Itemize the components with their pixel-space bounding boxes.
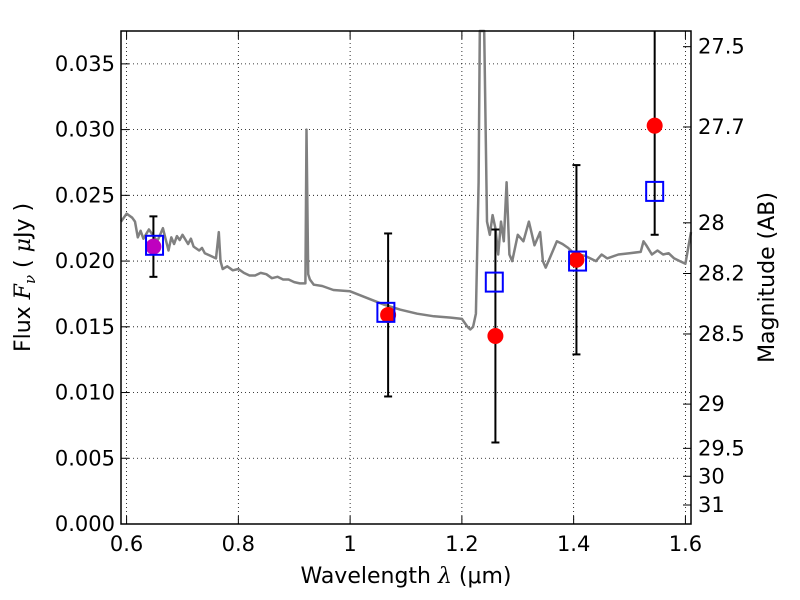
observed-flux-point: [568, 251, 585, 268]
y-axis-label: Flux Fν ( μJy ): [11, 203, 39, 352]
y-tick-label: 0.025: [55, 183, 115, 207]
x-tick-label: 1.4: [557, 532, 590, 556]
y2-tick-label: 30: [698, 464, 725, 488]
y2-tick-label: 29: [698, 392, 725, 416]
model-flux-square: [484, 271, 504, 293]
model-flux-square: [145, 234, 165, 256]
x-tick-label: 1: [343, 532, 356, 556]
observed-flux-point: [646, 117, 663, 134]
y-tick-label: 0.010: [55, 381, 115, 405]
observed-flux-point: [487, 328, 504, 345]
y2-tick-label: 27.5: [698, 35, 745, 59]
y-tick-label: 0.000: [55, 512, 115, 536]
axis-ticks: [121, 31, 691, 525]
y-tick-label: 0.015: [55, 315, 115, 339]
x-tick-label: 0.6: [110, 532, 143, 556]
x-tick-label: 1.2: [445, 532, 478, 556]
y2-tick-label: 28: [698, 211, 725, 235]
points-layer: [145, 117, 665, 345]
model-flux-square: [645, 180, 665, 202]
model-spectrum-line: [119, 29, 693, 331]
errorbars-layer: [149, 31, 659, 444]
y2-tick-label: 29.5: [698, 436, 745, 460]
x-tick-label: 0.8: [222, 532, 255, 556]
y2-axis-label: Magnitude (AB): [755, 192, 780, 363]
observed-flux-point: [145, 238, 162, 255]
y2-tick-label: 28.2: [698, 261, 745, 285]
tick-labels: 0.6 0.8 1 1.2 1.4 1.6 0.000 0.005 0.010 0.015 0.02…: [55, 35, 745, 556]
y-tick-label: 0.035: [55, 52, 115, 76]
grid-lines: [121, 31, 691, 525]
observed-flux-point: [380, 306, 397, 323]
model-flux-square: [568, 250, 588, 272]
x-axis-label: Wavelength λ (μm): [300, 564, 511, 589]
y2-tick-label: 31: [698, 493, 725, 517]
spectrum-layer: [119, 29, 693, 331]
y-tick-label: 0.020: [55, 249, 115, 273]
plot-frame: [120, 30, 692, 525]
y-tick-label: 0.030: [55, 118, 115, 142]
x-tick-label: 1.6: [669, 532, 702, 556]
y2-tick-label: 28.5: [698, 322, 745, 346]
y-tick-label: 0.005: [55, 446, 115, 470]
model-flux-square: [376, 301, 396, 323]
y2-tick-label: 27.7: [698, 115, 745, 139]
